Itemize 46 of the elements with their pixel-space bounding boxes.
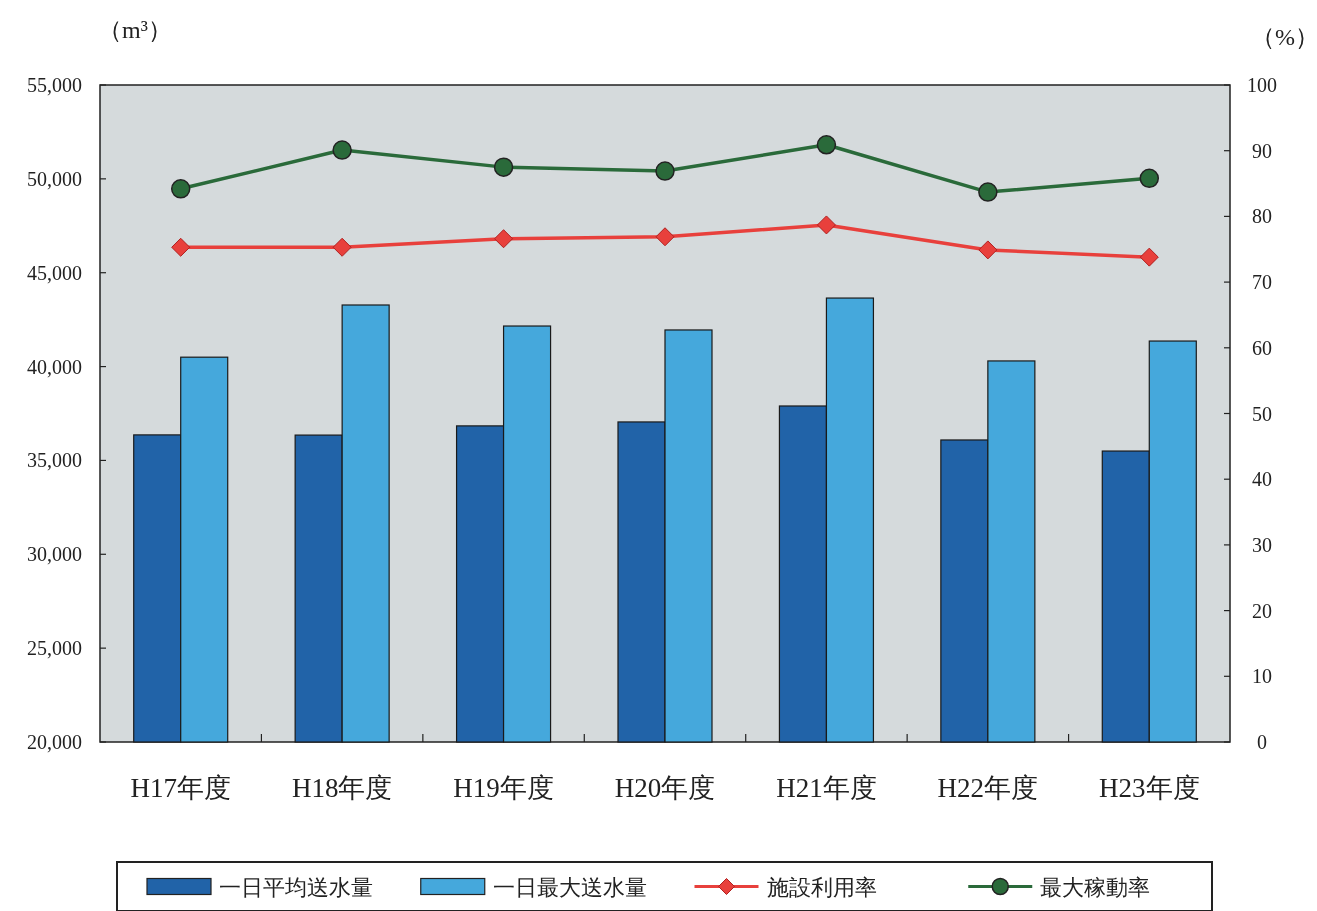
y2-tick-label: 100 bbox=[1247, 74, 1277, 96]
y2-tick-label: 20 bbox=[1252, 599, 1272, 622]
point bbox=[816, 135, 837, 155]
y-tick-label: 35,000 bbox=[27, 449, 82, 472]
y2-axis-title: （%） bbox=[1251, 24, 1317, 50]
x-tick-label: H20年度 bbox=[614, 773, 716, 803]
legend-label: 一日最大送水量 bbox=[492, 874, 647, 900]
point bbox=[1139, 168, 1160, 189]
y2-tick-label: 80 bbox=[1252, 205, 1272, 228]
point bbox=[655, 227, 675, 247]
point bbox=[171, 237, 191, 257]
x-tick-label: H23年度 bbox=[1099, 773, 1200, 803]
y2-tick-label: 50 bbox=[1252, 402, 1272, 425]
point bbox=[978, 182, 998, 202]
x-tick-label: H22年度 bbox=[937, 773, 1039, 803]
y-tick-label: 40,000 bbox=[27, 355, 82, 378]
y2-tick-label: 40 bbox=[1252, 468, 1272, 491]
legend-label: 一日平均送水量 bbox=[219, 874, 373, 900]
legend-label: 施設利用率 bbox=[766, 874, 877, 900]
y-tick-label: 20,000 bbox=[27, 731, 82, 753]
y-tick-label: 50,000 bbox=[27, 167, 82, 190]
point bbox=[978, 240, 998, 260]
y-tick-label: 55,000 bbox=[27, 74, 82, 96]
y2-tick-label: 90 bbox=[1252, 139, 1272, 162]
y2-tick-label: 0 bbox=[1257, 731, 1267, 753]
x-tick-label: H21年度 bbox=[776, 773, 877, 803]
point bbox=[332, 140, 352, 160]
legend-label: 最大稼動率 bbox=[1040, 874, 1151, 900]
y-axis-title: （m³） bbox=[98, 17, 172, 43]
y2-tick-label: 60 bbox=[1252, 336, 1272, 359]
y2-tick-label: 70 bbox=[1252, 271, 1272, 294]
point bbox=[494, 229, 514, 249]
point bbox=[816, 215, 836, 235]
x-tick-label: H18年度 bbox=[291, 773, 393, 803]
point bbox=[493, 157, 514, 177]
y2-tick-label: 30 bbox=[1252, 533, 1272, 556]
x-tick-label: H17年度 bbox=[130, 773, 231, 803]
y-tick-label: 45,000 bbox=[27, 261, 82, 284]
x-tick-label: H19年度 bbox=[453, 773, 554, 803]
point bbox=[332, 237, 352, 257]
y-tick-label: 30,000 bbox=[27, 543, 82, 566]
point bbox=[1139, 247, 1159, 267]
point bbox=[655, 161, 675, 181]
point bbox=[170, 179, 191, 199]
y-tick-label: 25,000 bbox=[27, 637, 82, 660]
y2-tick-label: 10 bbox=[1252, 665, 1272, 688]
